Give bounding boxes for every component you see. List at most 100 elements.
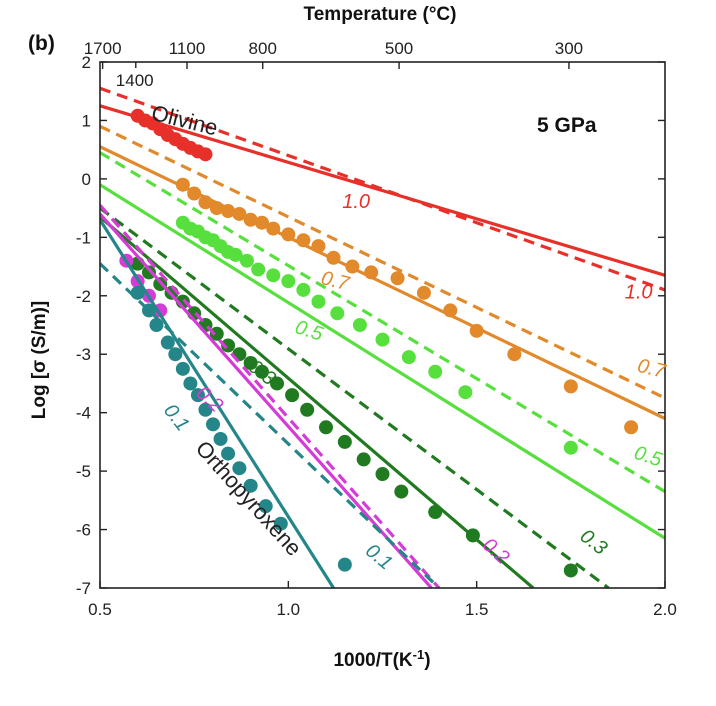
series-0.5 — [100, 151, 665, 540]
data-point-0.5-12 — [296, 282, 311, 297]
data-point-0.5-17 — [401, 350, 416, 365]
data-point-0.5-18 — [428, 364, 443, 379]
data-point-0.7-2 — [198, 195, 213, 210]
data-point-0.7-0 — [175, 177, 190, 192]
data-point-0.5-10 — [266, 268, 281, 283]
data-point-0.7-8 — [266, 221, 281, 236]
series-1.0-dashed-line — [100, 86, 665, 292]
data-point-0.5-8 — [239, 253, 254, 268]
data-point-0.7-18 — [469, 323, 484, 338]
data-point-0.5-20 — [563, 440, 578, 455]
y-tick-label: 2 — [82, 53, 91, 72]
data-point-0.7-15 — [390, 271, 405, 286]
data-point-0.7-7 — [254, 215, 269, 230]
data-point-0.1-13 — [243, 478, 258, 493]
data-point-0.3-8 — [221, 338, 236, 353]
data-point-0.7-3 — [209, 201, 224, 216]
data-point-0.3-17 — [356, 452, 371, 467]
data-point-0.7-6 — [243, 212, 258, 227]
data-point-0.7-9 — [281, 227, 296, 242]
top-tick-label: 300 — [555, 39, 583, 58]
data-point-0.7-12 — [326, 250, 341, 265]
y-axis-title: Log [σ (S/m)] — [29, 301, 50, 420]
data-point-0.1-7 — [190, 388, 205, 403]
x-tick-label: 0.5 — [88, 600, 112, 619]
data-point-0.5-16 — [375, 332, 390, 347]
data-point-0.1-1 — [141, 303, 156, 318]
data-point-0.1-3 — [160, 335, 175, 350]
top-axis-title: Temperature (°C) — [304, 4, 457, 25]
series-label-0.5: 0.5 — [631, 442, 665, 472]
series-label-0.7: 0.7 — [319, 267, 352, 295]
pressure-label: 5 GPa — [537, 114, 597, 137]
x-tick-label: 2.0 — [653, 600, 677, 619]
data-point-0.1-11 — [221, 446, 236, 461]
data-point-0.1-12 — [232, 461, 247, 476]
data-point-0.7-4 — [221, 204, 236, 219]
data-point-0.3-11 — [254, 364, 269, 379]
plot-frame — [99, 61, 666, 589]
data-point-0.3-15 — [319, 420, 333, 435]
data-point-0.3-16 — [337, 434, 352, 449]
data-point-0.7-11 — [311, 239, 326, 254]
data-point-0.7-10 — [296, 233, 311, 248]
data-point-0.5-11 — [281, 274, 296, 289]
data-point-0.5-7 — [228, 247, 243, 262]
y-tick-label: -4 — [76, 404, 91, 423]
data-point-0.1-9 — [206, 417, 220, 432]
data-point-0.7-21 — [624, 420, 639, 435]
series-0.5-dashed-line — [100, 151, 665, 493]
series-label-0.7: 0.7 — [635, 355, 668, 383]
data-point-0.1-4 — [168, 347, 183, 362]
series-0.3-solid-line — [100, 215, 535, 588]
x-tick-label: 1.5 — [465, 600, 489, 619]
series-0.2-dashed-line — [100, 204, 441, 588]
series-layer — [100, 86, 665, 588]
series-0.5-solid-line — [100, 183, 665, 540]
data-point-0.3-19 — [394, 484, 409, 499]
series-0.1-dashed-line — [100, 262, 441, 588]
data-point-0.5-14 — [330, 306, 345, 321]
data-point-0.7-20 — [563, 379, 578, 394]
data-point-0.3-7 — [209, 326, 224, 341]
y-tick-label: -2 — [76, 287, 91, 306]
data-point-0.7-14 — [364, 265, 379, 280]
axis-layer: 0.5 1.0 1.5 2.0 2 1 0 -1 -2 -3 -4 -5 -6 -7 1700 1100 800… — [76, 39, 677, 619]
series-0.3-dashed-line — [100, 206, 610, 588]
data-point-0.1-0 — [130, 285, 145, 300]
data-point-0.7-19 — [507, 347, 522, 362]
x-tick-label: 1.0 — [277, 600, 301, 619]
data-point-0.1-5 — [175, 361, 190, 376]
x-axis-title: 1000/T(K-1) — [333, 647, 430, 672]
data-point-0.7-16 — [416, 285, 431, 300]
data-point-0.3-13 — [285, 388, 300, 403]
label-layer: 1.01.00.70.70.50.50.30.30.20.20.10.1Oliv… — [149, 100, 668, 575]
series-0.7-dashed-line — [100, 124, 665, 400]
data-point-0.7-5 — [232, 206, 247, 221]
series-0.1-solid-line — [100, 218, 335, 588]
y-tick-label: -1 — [76, 228, 91, 247]
data-point-0.5-19 — [458, 385, 473, 400]
y-tick-label: -6 — [76, 521, 91, 540]
series-label-0.1: 0.1 — [159, 400, 193, 435]
top-tick-label: 1100 — [169, 39, 206, 58]
series-label-0.3: 0.3 — [576, 525, 611, 559]
top-tick-label: 800 — [249, 39, 277, 58]
panel-label: (b) — [28, 32, 55, 55]
series-label-1.0: 1.0 — [625, 282, 653, 304]
top-tick-label: 500 — [385, 39, 413, 58]
y-tick-label: 0 — [82, 170, 91, 189]
series-label-0.5: 0.5 — [292, 316, 326, 346]
data-point-1.0-9 — [198, 147, 213, 162]
data-point-0.5-13 — [311, 294, 326, 309]
data-point-0.3-12 — [270, 376, 285, 391]
data-point-0.1-10 — [213, 431, 228, 446]
series-0.1 — [100, 218, 441, 588]
series-0.2-solid-line — [100, 212, 433, 588]
series-label-0.2: 0.2 — [478, 534, 513, 569]
data-point-0.3-18 — [375, 467, 390, 482]
data-point-0.1-6 — [183, 376, 198, 391]
y-tick-label: 1 — [82, 111, 91, 130]
top-tick-label-1400: 1400 — [116, 71, 154, 90]
